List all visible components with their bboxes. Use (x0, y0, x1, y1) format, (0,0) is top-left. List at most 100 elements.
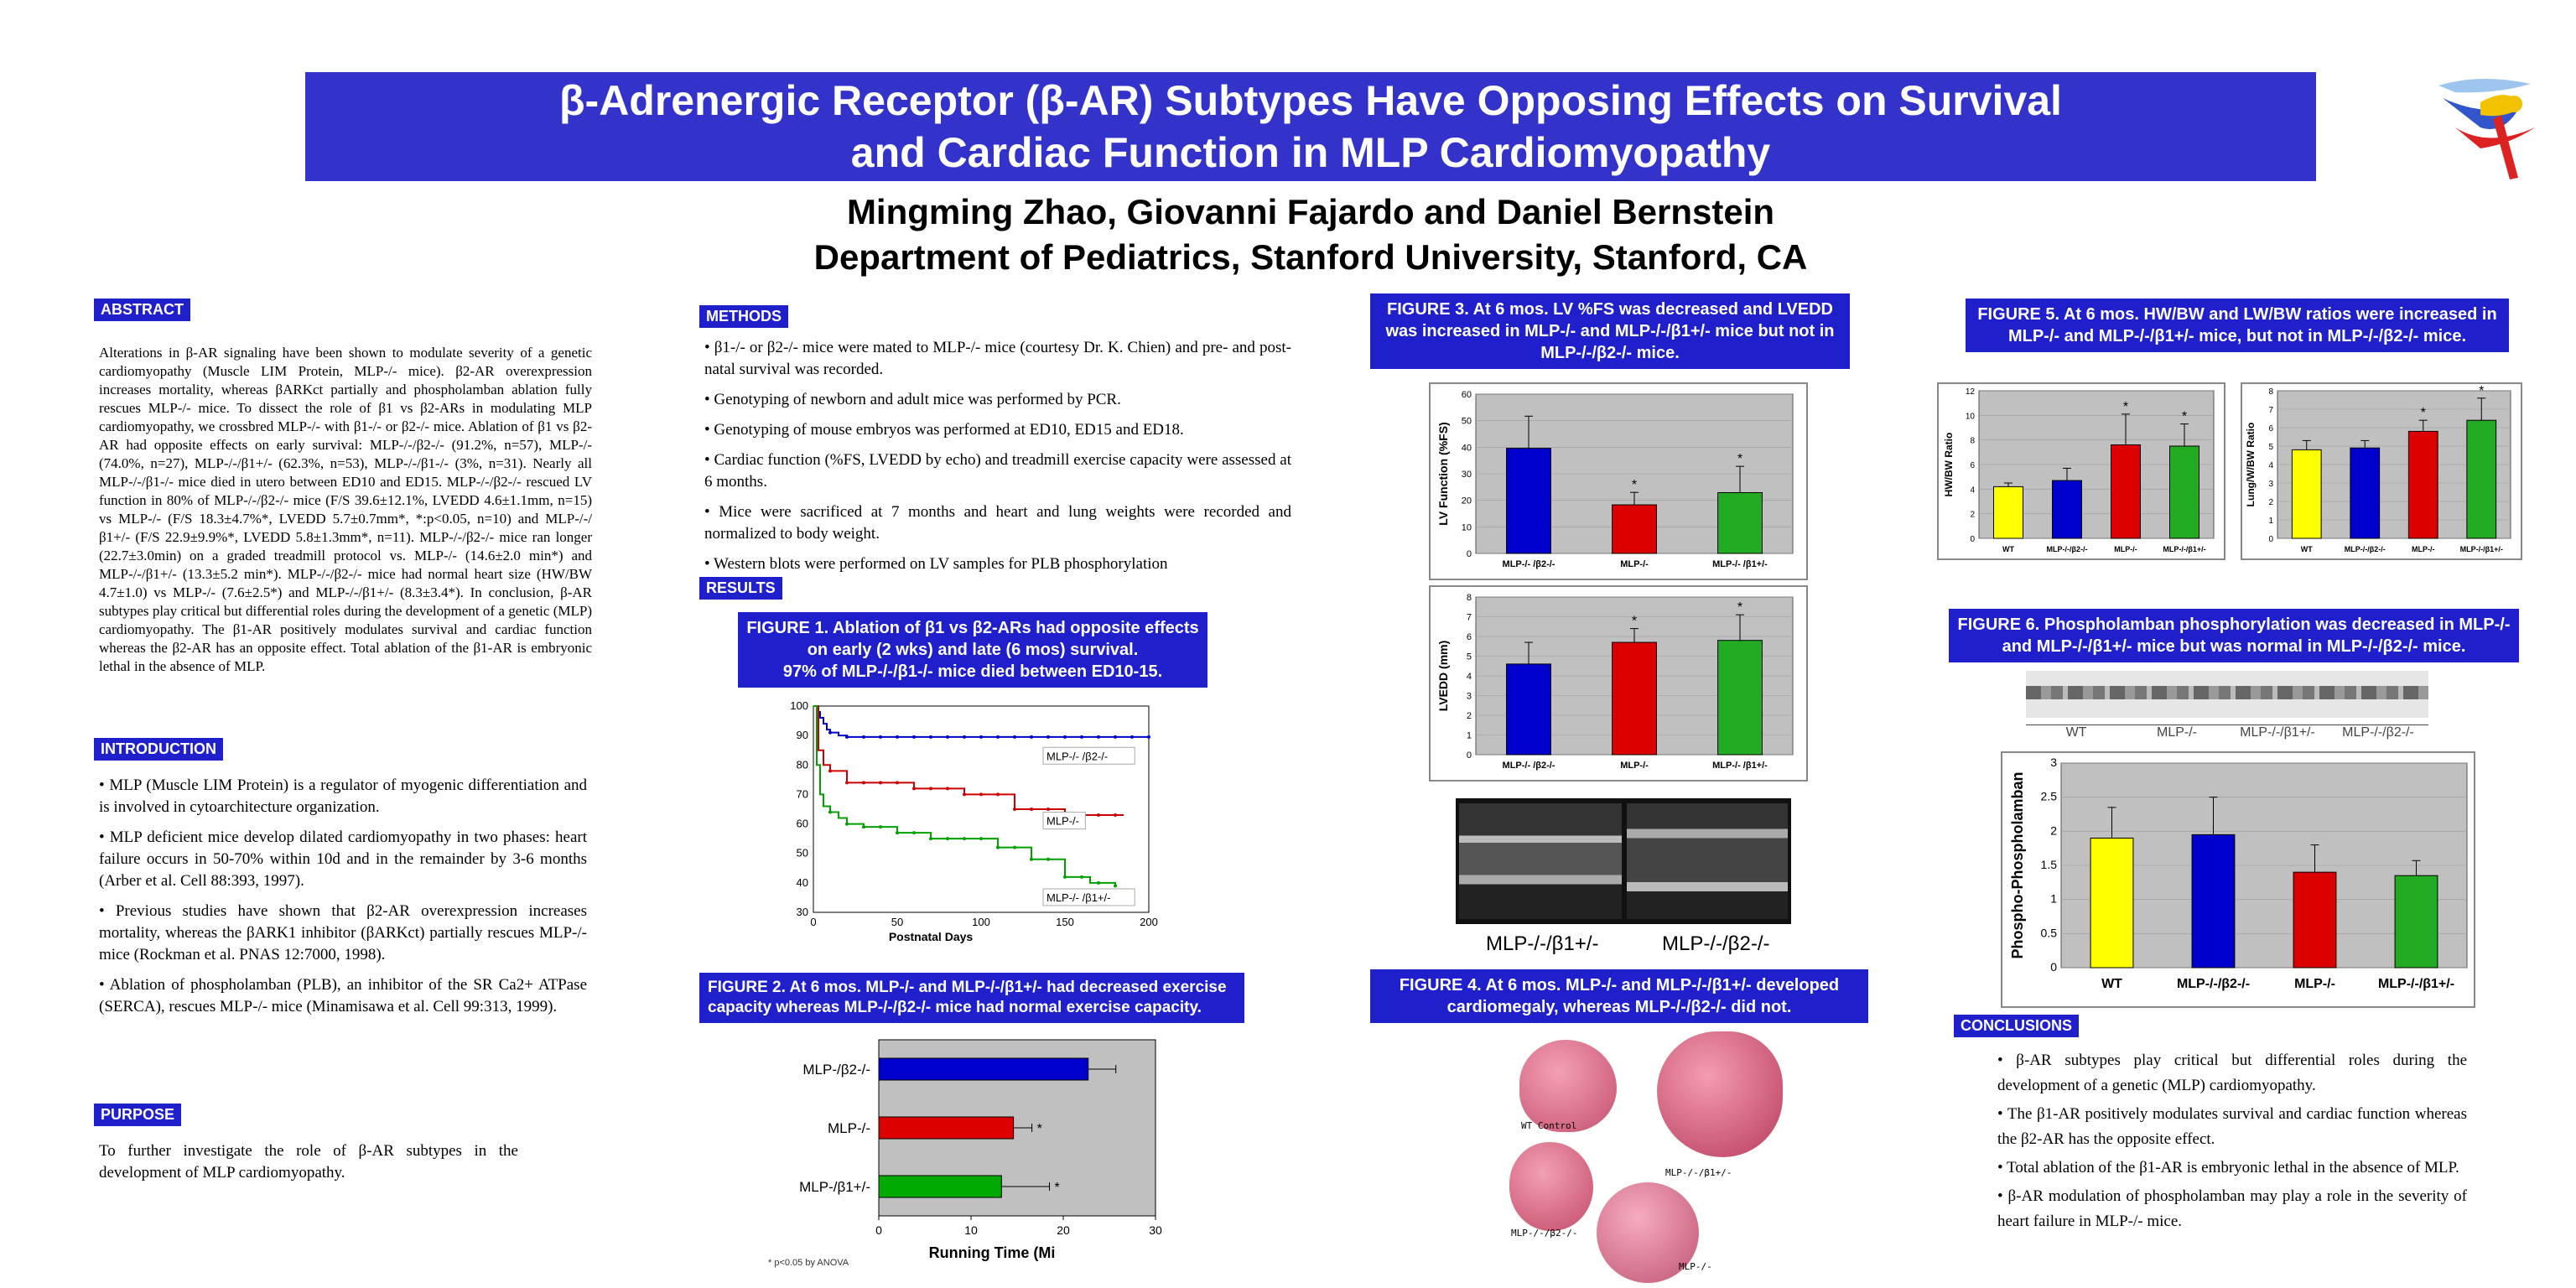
censor-mark (1046, 808, 1050, 811)
bar (2191, 834, 2236, 969)
category-label: MLP-/-/β2-/- (2177, 977, 2250, 991)
bar (2291, 449, 2322, 539)
significance-star: * (1737, 600, 1742, 615)
category-label: MLP-/- (1620, 761, 1649, 771)
conclusions-list: • β-AR subtypes play critical but differ… (1997, 1048, 2467, 1238)
series-label-box (1042, 746, 1135, 765)
censor-mark (1147, 735, 1150, 739)
censor-mark (963, 735, 966, 739)
y-tick-label: 2 (2050, 823, 2057, 837)
introduction-heading: INTRODUCTION (94, 738, 223, 761)
methods-list: • β1-/- or β2-/- mice were mated to MLP-… (704, 337, 1291, 584)
echo-image-left (1459, 803, 1622, 919)
method-item: • Cardiac function (%FS, LVEDD by echo) … (704, 451, 1291, 491)
significance-star: * (1737, 452, 1742, 466)
significance-star: * (2123, 400, 2128, 414)
affiliation: Department of Pediatrics, Stanford Unive… (813, 237, 1808, 277)
y-tick-label: 90 (797, 729, 808, 741)
purpose-heading: PURPOSE (94, 1104, 182, 1126)
bar (1506, 448, 1551, 554)
censor-mark (845, 822, 849, 826)
bar (878, 1116, 1015, 1140)
y-tick-label: 1 (1467, 731, 1472, 741)
series-label: MLP-/- /β1+/- (1046, 891, 1110, 904)
heart-photos: WT Control MLP-/-/β1+/- MLP-/-/β2-/- MLP… (1509, 1031, 1811, 1283)
abstract-heading: ABSTRACT (94, 299, 190, 321)
figure1-caption-line: 97% of MLP-/-/β1-/- mice died between ED… (782, 662, 1163, 681)
y-tick-label: 10 (1966, 412, 1976, 421)
x-tick-label: 100 (972, 916, 990, 928)
title-line-2: and Cardiac Function in MLP Cardiomyopat… (850, 129, 1771, 176)
censor-mark (996, 792, 1000, 797)
introduction-list: • MLP (Muscle LIM Protein) is a regulato… (99, 775, 587, 1026)
authors: Mingming Zhao, Giovanni Fajardo and Dani… (846, 192, 1775, 231)
bar (2394, 875, 2438, 969)
censor-mark (996, 735, 1000, 739)
plot-area (813, 705, 1150, 913)
y-tick-label: 50 (1462, 417, 1472, 427)
x-tick-label: 50 (891, 916, 903, 928)
blot-label: MLP-/-/β2-/- (2328, 724, 2428, 740)
censor-mark (896, 831, 899, 835)
y-tick-label: 0 (1467, 750, 1472, 761)
category-label: MLP-/-/β2-/- (2047, 545, 2088, 553)
y-tick-label: 4 (1970, 486, 1975, 495)
censor-mark (1097, 813, 1100, 818)
conclusion-item: • Total ablation of the β1-AR is embryon… (1997, 1159, 2459, 1176)
y-tick-label: 4 (2268, 461, 2273, 470)
y-tick-label: 1 (2268, 517, 2273, 526)
abstract-text: Alterations in β-AR signaling have been … (99, 345, 592, 674)
y-tick-label: 2 (1467, 711, 1472, 721)
y-tick-label: 0 (1467, 549, 1472, 559)
category-label: MLP-/- /β1+/- (1712, 761, 1768, 771)
censor-mark (879, 735, 882, 739)
censor-mark (1046, 857, 1050, 861)
y-tick-label: 7 (2268, 406, 2273, 415)
category-label: MLP-/- (828, 1120, 870, 1136)
y-tick-label: 3 (2050, 756, 2057, 769)
y-tick-label: 0 (2268, 535, 2273, 544)
y-tick-label: 1 (2050, 892, 2057, 906)
y-axis-label: Lung/W/BW Ratio (2245, 423, 2257, 507)
intro-item: • Ablation of phospholamban (PLB), an in… (99, 976, 587, 1015)
bar (1717, 491, 1763, 554)
figure6-phospholamban-chart: 0 0.5 1 1.5 2 2.5 3 Phospho-Phospholamban WT MLP-… (2001, 751, 2475, 1008)
figure1-caption: FIGURE 1. Ablation of β1 vs β2-ARs had o… (738, 612, 1208, 688)
heart-label-wt: WT Control (1521, 1120, 1577, 1131)
y-tick-label: 6 (1467, 632, 1472, 642)
figure1-survival-chart: 30 40 50 60 70 80 90 100 0 50 100 150 200 Postnatal D… (790, 699, 1158, 943)
censor-mark (828, 810, 832, 814)
y-tick-label: 80 (797, 758, 808, 771)
y-tick-label: 10 (1462, 522, 1472, 532)
series-label-box (1042, 888, 1135, 906)
series-label-box (1042, 812, 1086, 830)
censor-mark (1097, 735, 1100, 739)
censor-mark (845, 781, 849, 785)
method-item: • β1-/- or β2-/- mice were mated to MLP-… (704, 339, 1291, 378)
heart-mlp (1597, 1182, 1699, 1283)
heart-wt (1519, 1040, 1617, 1132)
y-tick-label: 8 (2268, 387, 2273, 397)
category-label: WT (2101, 977, 2122, 991)
censor-mark (979, 792, 983, 797)
x-axis-label: Postnatal Days (889, 930, 974, 943)
censor-mark (979, 735, 983, 739)
figure2-footnote: * p<0.05 by ANOVA (768, 1258, 849, 1268)
censor-mark (828, 769, 832, 773)
bar (2466, 419, 2497, 539)
y-tick-label: 3 (2268, 480, 2273, 489)
significance-star: * (1055, 1181, 1060, 1195)
censor-mark (1030, 808, 1033, 811)
censor-mark (963, 792, 966, 797)
y-tick-label: 5 (1467, 652, 1472, 662)
y-tick-label: 8 (1467, 593, 1472, 603)
blot-label: MLP-/-/β1+/- (2227, 724, 2328, 740)
y-tick-label: 40 (797, 876, 808, 889)
x-tick-label: 150 (1056, 916, 1074, 928)
censor-mark (862, 735, 865, 739)
bar (2052, 480, 2082, 539)
y-tick-label: 7 (1467, 613, 1472, 623)
bar (2350, 447, 2381, 539)
censor-mark (1030, 735, 1033, 739)
category-label: WT (2301, 545, 2313, 553)
